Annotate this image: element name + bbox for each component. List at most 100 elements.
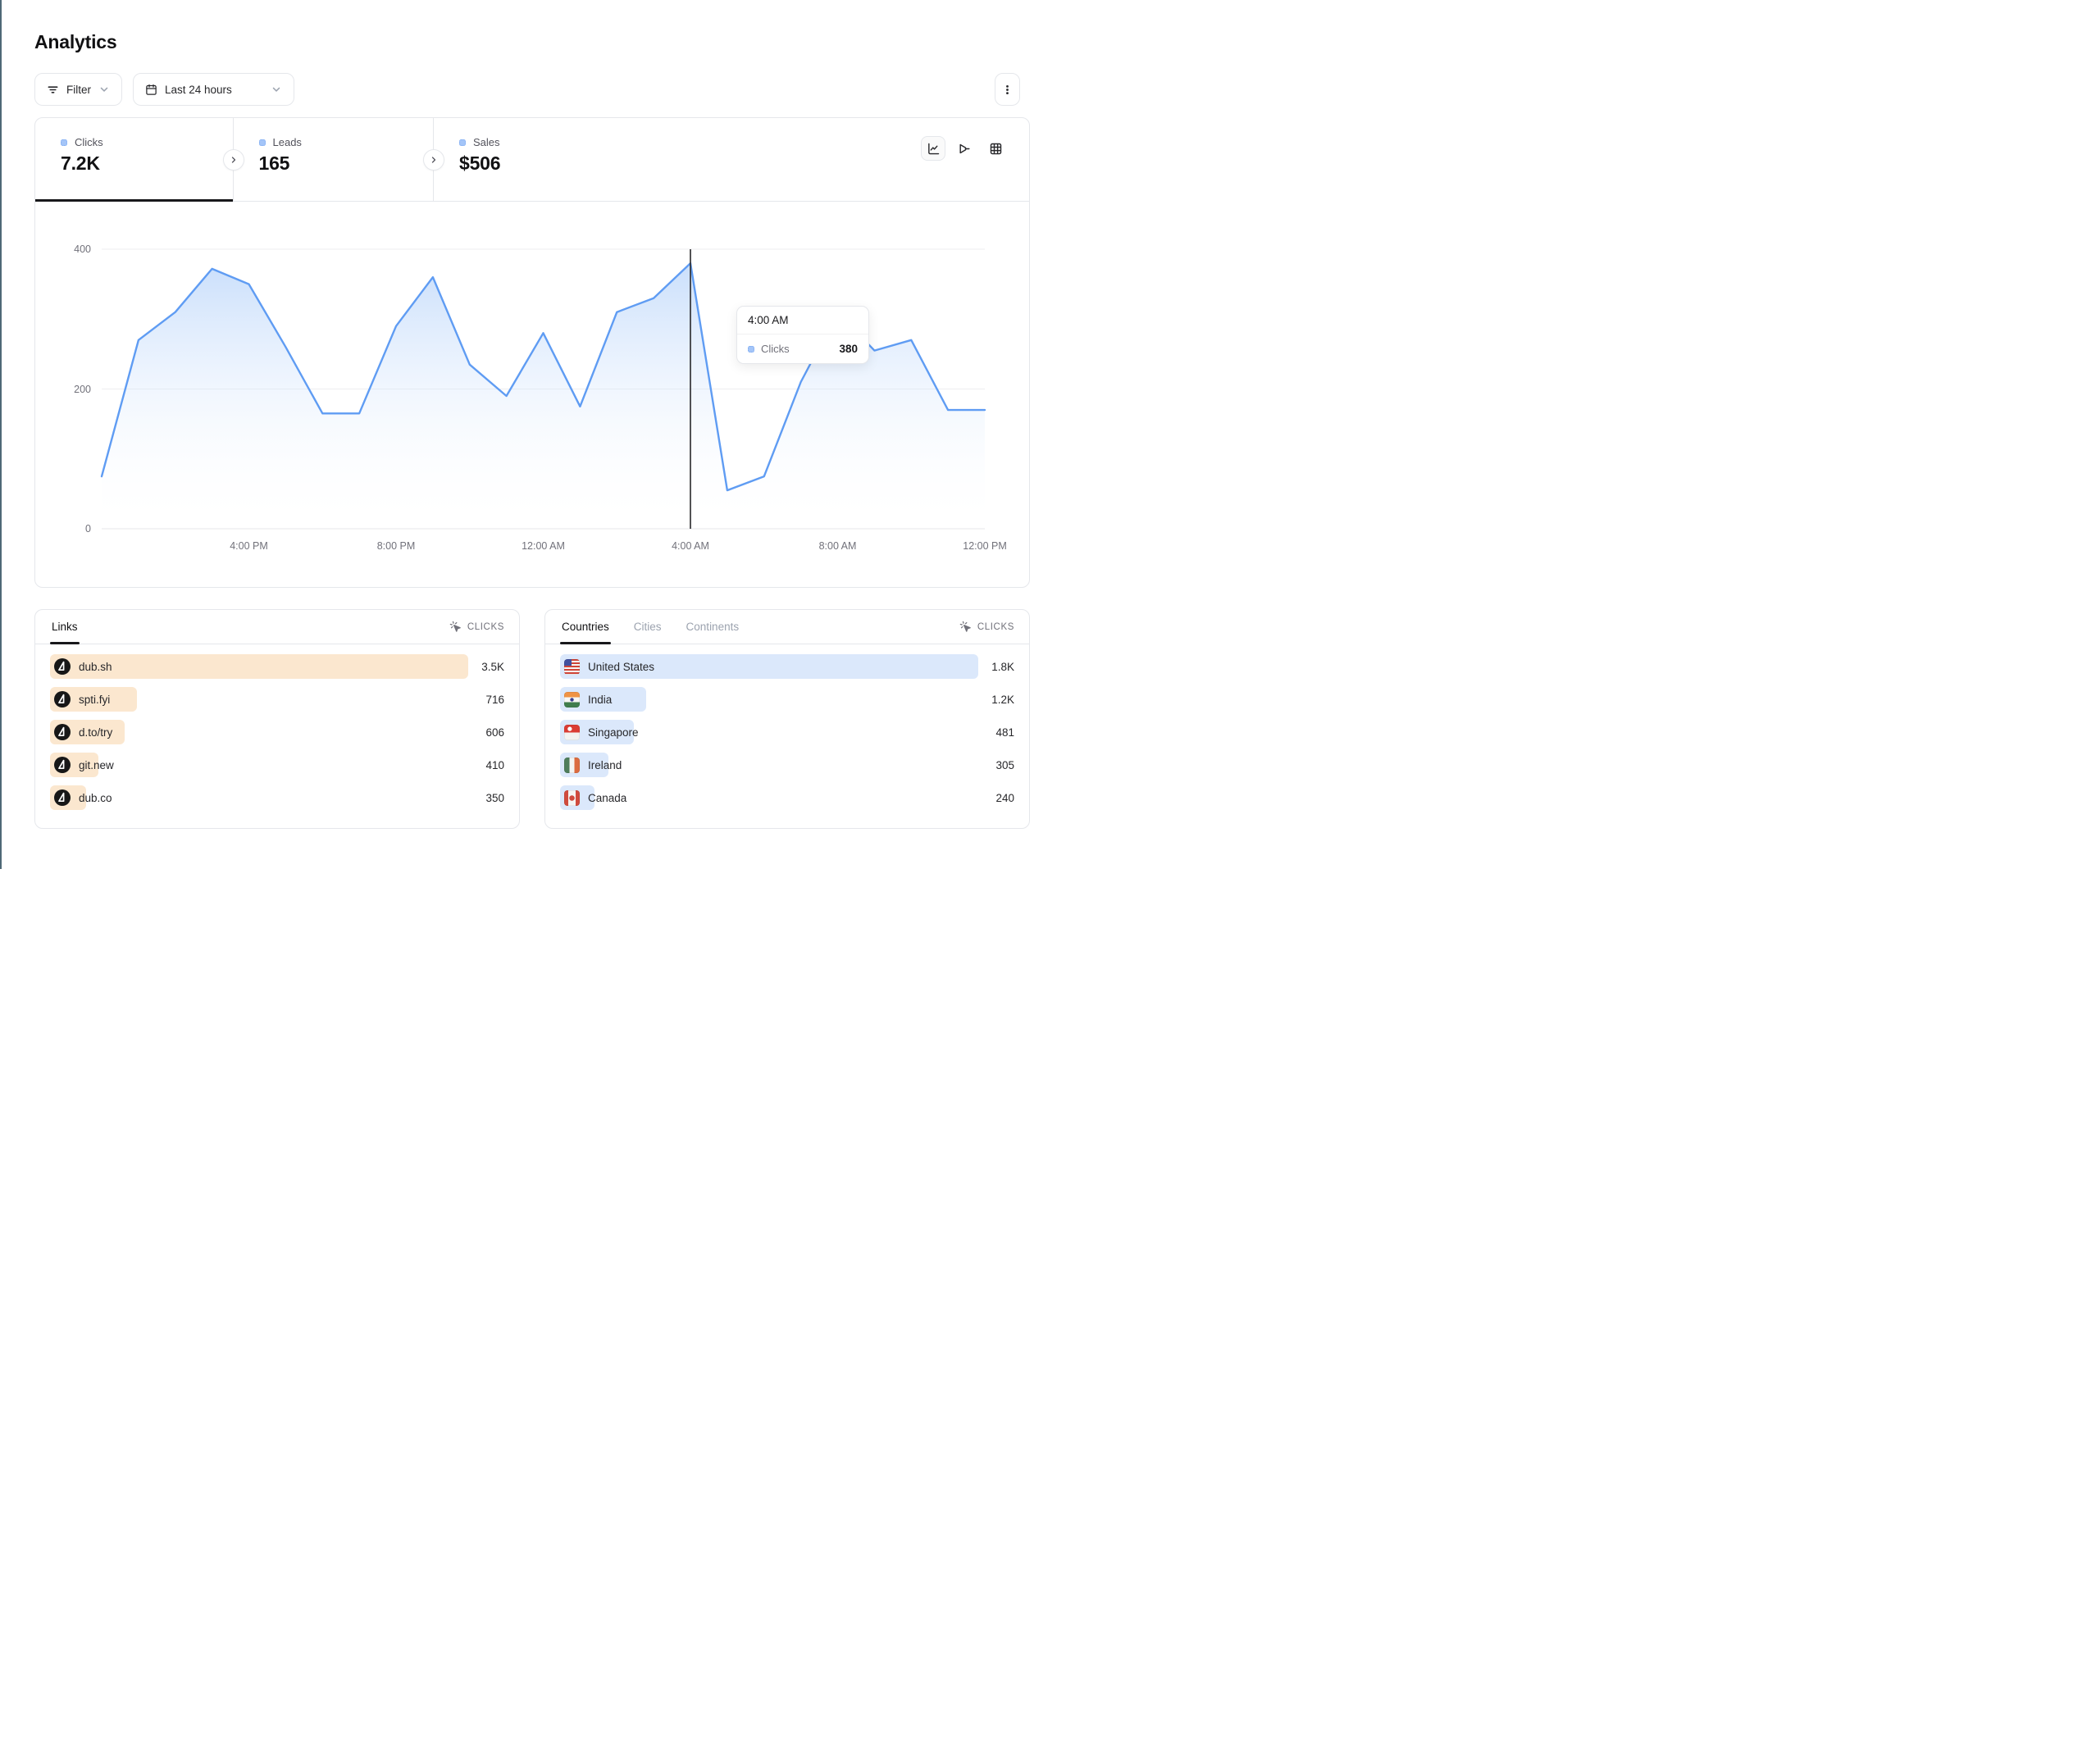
geo-metric-header[interactable]: CLICKS: [959, 621, 1014, 633]
table-icon: [990, 143, 1001, 154]
sg-flag-icon: [564, 724, 580, 740]
date-range-label: Last 24 hours: [165, 83, 232, 96]
row-bar: [50, 654, 468, 679]
clicks-area-chart: [102, 249, 985, 529]
row-value: 1.8K: [991, 660, 1014, 673]
row-label: Singapore: [588, 726, 639, 739]
row-value: 1.2K: [991, 693, 1014, 706]
row-icon: [54, 691, 71, 707]
row-icon: [564, 757, 580, 773]
clicks-value: 7.2K: [61, 152, 100, 174]
row-value: 606: [485, 726, 504, 739]
us-flag-icon: [564, 658, 580, 675]
tooltip-time: 4:00 AM: [737, 307, 868, 334]
row-label: git.new: [79, 758, 114, 771]
row-icon: [54, 658, 71, 675]
link-row-spti.fyi[interactable]: spti.fyi 716: [50, 687, 504, 712]
stat-label: Leads: [272, 136, 302, 148]
analytics-card: Clicks 7.2K Leads 165 Sales $506: [34, 117, 1030, 588]
link-row-dub.sh[interactable]: dub.sh 3.5K: [50, 654, 504, 679]
clicks-chart-plot[interactable]: [102, 249, 985, 529]
row-value: 3.5K: [481, 660, 504, 673]
row-label: dub.sh: [79, 660, 112, 673]
x-axis-label: 4:00 PM: [230, 540, 268, 552]
metric-label: CLICKS: [977, 621, 1014, 632]
table-view-button[interactable]: [983, 136, 1008, 161]
stat-tab-leads[interactable]: Leads 165: [234, 118, 434, 201]
date-range-button[interactable]: Last 24 hours: [133, 73, 294, 106]
leads-value: 165: [258, 152, 290, 174]
expand-sales-button[interactable]: [423, 149, 444, 171]
row-label: d.to/try: [79, 726, 113, 739]
row-value: 716: [485, 693, 504, 706]
country-row-Ireland[interactable]: Ireland 305: [560, 753, 1014, 777]
row-icon: [54, 789, 71, 806]
row-bar: [560, 654, 978, 679]
row-icon: [54, 757, 71, 773]
filter-button[interactable]: Filter: [34, 73, 122, 106]
tooltip-legend-square: [748, 345, 754, 353]
funnel-icon: [959, 143, 970, 153]
x-axis-label: 12:00 AM: [522, 540, 565, 552]
chevron-down-icon: [100, 87, 108, 92]
tab-links[interactable]: Links: [50, 610, 80, 644]
y-axis-label: 0: [85, 523, 91, 535]
x-axis-label: 4:00 AM: [672, 540, 709, 552]
stat-label: Clicks: [75, 136, 103, 148]
links-metric-header[interactable]: CLICKS: [449, 621, 504, 633]
chevron-right-icon: [231, 157, 235, 163]
tab-continents[interactable]: Continents: [685, 610, 741, 644]
calendar-icon: [146, 84, 157, 95]
row-value: 240: [995, 791, 1014, 804]
dub-logo-icon: [54, 691, 71, 707]
sales-legend-square: [459, 139, 466, 146]
row-label: United States: [588, 660, 655, 673]
row-label: spti.fyi: [79, 693, 111, 706]
country-row-Singapore[interactable]: Singapore 481: [560, 720, 1014, 744]
more-menu-button[interactable]: [995, 73, 1020, 106]
dub-logo-icon: [54, 757, 71, 773]
row-icon: [564, 691, 580, 707]
y-axis-label: 200: [74, 383, 91, 395]
country-row-United States[interactable]: United States 1.8K: [560, 654, 1014, 679]
analytics-page: Analytics Filter Last 24 hours: [0, 0, 1050, 862]
row-icon: [564, 789, 580, 806]
row-label: India: [588, 693, 613, 706]
toolbar: Filter Last 24 hours: [34, 73, 1030, 106]
link-row-d.to/try[interactable]: d.to/try 606: [50, 720, 504, 744]
stat-tab-clicks[interactable]: Clicks 7.2K: [35, 118, 234, 202]
chart-type-switcher: [921, 136, 1008, 161]
country-row-India[interactable]: India 1.2K: [560, 687, 1014, 712]
filter-button-label: Filter: [66, 83, 91, 96]
leads-legend-square: [258, 139, 266, 146]
geo-tabs: Countries Cities Continents: [560, 610, 740, 644]
x-axis-label: 8:00 PM: [376, 540, 416, 552]
line-chart-view-button[interactable]: [921, 136, 945, 161]
row-value: 305: [995, 758, 1014, 771]
metric-label: CLICKS: [467, 621, 504, 632]
row-label: Canada: [588, 791, 627, 804]
page-title: Analytics: [34, 31, 117, 52]
stat-label: Sales: [473, 136, 500, 148]
link-row-dub.co[interactable]: dub.co 350: [50, 785, 504, 810]
chevron-right-icon: [431, 157, 436, 163]
kebab-menu-icon: [1006, 84, 1009, 94]
chart-tooltip: 4:00 AM Clicks 380: [736, 306, 869, 364]
links-list: dub.sh 3.5K spti.fyi 716 d.to/try 606 gi…: [35, 644, 519, 828]
stat-tab-sales[interactable]: Sales $506: [434, 118, 1029, 201]
row-value: 481: [995, 726, 1014, 739]
link-row-git.new[interactable]: git.new 410: [50, 753, 504, 777]
funnel-view-button[interactable]: [952, 136, 977, 161]
stats-row: Clicks 7.2K Leads 165 Sales $506: [35, 118, 1029, 202]
row-icon: [564, 658, 580, 675]
chart-region: 400 200 0 4:00 PM 8:00 PM 12:00 AM 4:00 AM 8:0…: [35, 202, 1029, 587]
tab-countries[interactable]: Countries: [560, 610, 611, 644]
row-label: Ireland: [588, 758, 622, 771]
expand-leads-button[interactable]: [222, 149, 244, 171]
country-row-Canada[interactable]: Canada 240: [560, 785, 1014, 810]
row-icon: [564, 724, 580, 740]
tab-cities[interactable]: Cities: [632, 610, 663, 644]
cursor-click-icon: [959, 621, 971, 632]
row-value: 410: [485, 758, 504, 771]
dub-logo-icon: [54, 658, 71, 675]
